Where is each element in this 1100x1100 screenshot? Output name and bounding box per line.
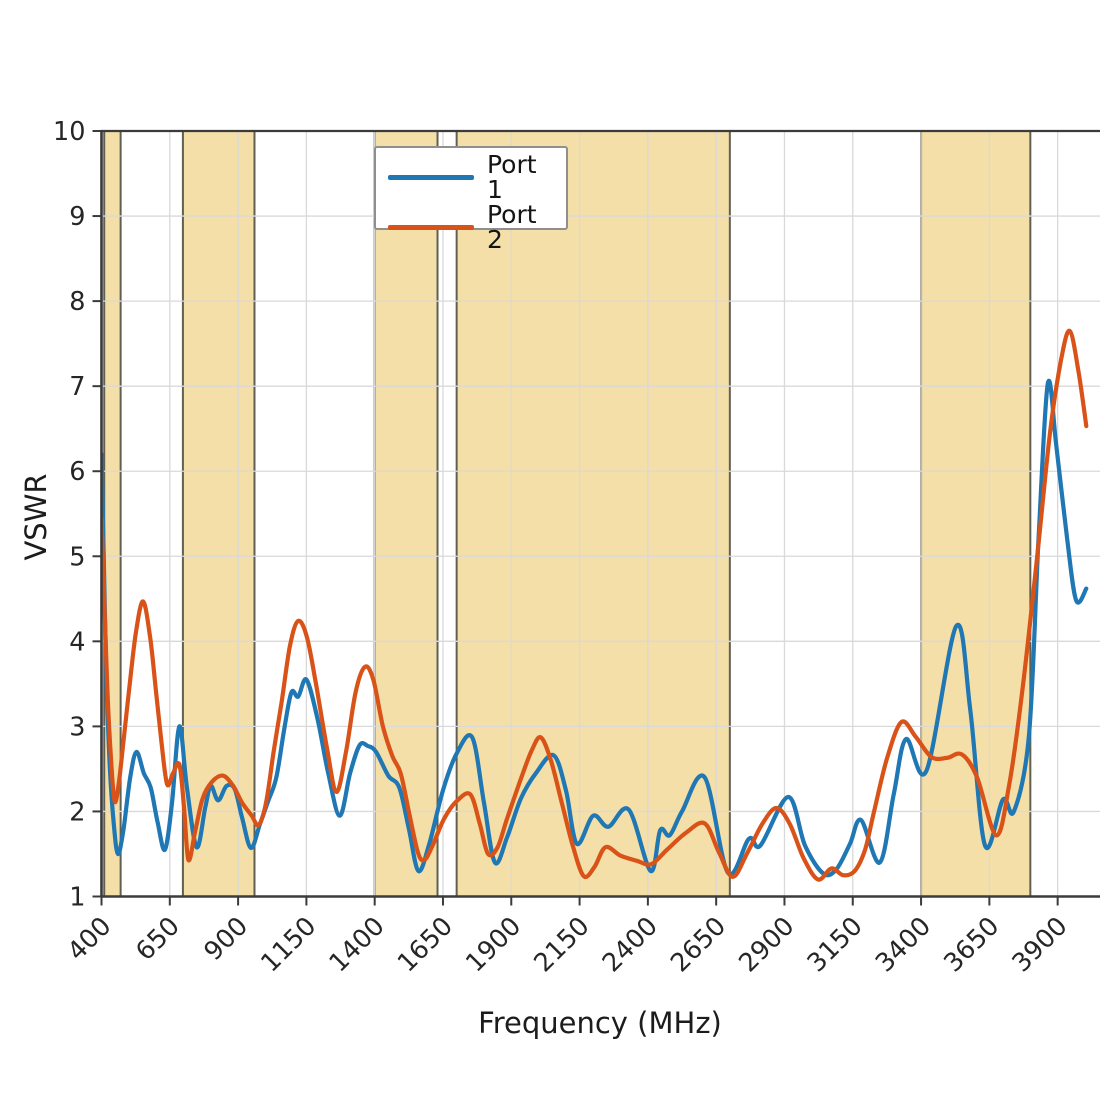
x-tick-400: 400 [62, 911, 118, 967]
y-tick-9: 9 [69, 202, 85, 232]
tick-marks [92, 130, 1059, 906]
y-tick-8: 8 [69, 287, 85, 317]
legend: Port 1 Port 2 [374, 146, 568, 252]
x-tick-650: 650 [130, 911, 186, 967]
x-tick-1900: 1900 [460, 911, 527, 978]
x-axis-label: Frequency (MHz) [478, 1006, 722, 1040]
port2-line-swatch [388, 224, 474, 230]
x-tick-3400: 3400 [870, 911, 937, 978]
x-tick-3650: 3650 [938, 911, 1005, 978]
band-1700-2700MHz [455, 130, 731, 898]
legend-item-port1: Port 1 [388, 152, 554, 202]
y-tick-2: 2 [69, 797, 85, 827]
y-tick-3: 3 [69, 712, 85, 742]
x-tick-1650: 1650 [392, 911, 459, 978]
y-tick-6: 6 [69, 457, 85, 487]
x-tick-2150: 2150 [528, 911, 595, 978]
y-axis-label: VSWR [19, 473, 53, 561]
x-tick-2650: 2650 [665, 911, 732, 978]
x-tick-1400: 1400 [324, 911, 391, 978]
legend-item-port2: Port 2 [388, 202, 554, 252]
x-tick-2900: 2900 [733, 911, 800, 978]
x-tick-1150: 1150 [255, 911, 322, 978]
x-tick-2400: 2400 [597, 911, 664, 978]
x-tick-3150: 3150 [802, 911, 869, 978]
port1-line-swatch [388, 174, 474, 180]
curves [101, 328, 1089, 882]
y-tick-7: 7 [69, 372, 85, 402]
x-tick-900: 900 [198, 911, 254, 967]
y-tick-10: 10 [53, 117, 85, 147]
band-698-960MHz [181, 130, 256, 898]
y-tick-4: 4 [69, 627, 85, 657]
legend-label-port1: Port 1 [487, 150, 537, 204]
curve-port2 [101, 328, 1089, 882]
y-tick-1: 1 [69, 883, 85, 913]
y-tick-5: 5 [69, 542, 85, 572]
curve-port1 [101, 378, 1089, 878]
shaded-bands [103, 130, 1032, 898]
x-tick-3900: 3900 [1006, 911, 1073, 978]
axes-spines [100, 129, 1100, 898]
legend-label-port2: Port 2 [487, 200, 537, 254]
